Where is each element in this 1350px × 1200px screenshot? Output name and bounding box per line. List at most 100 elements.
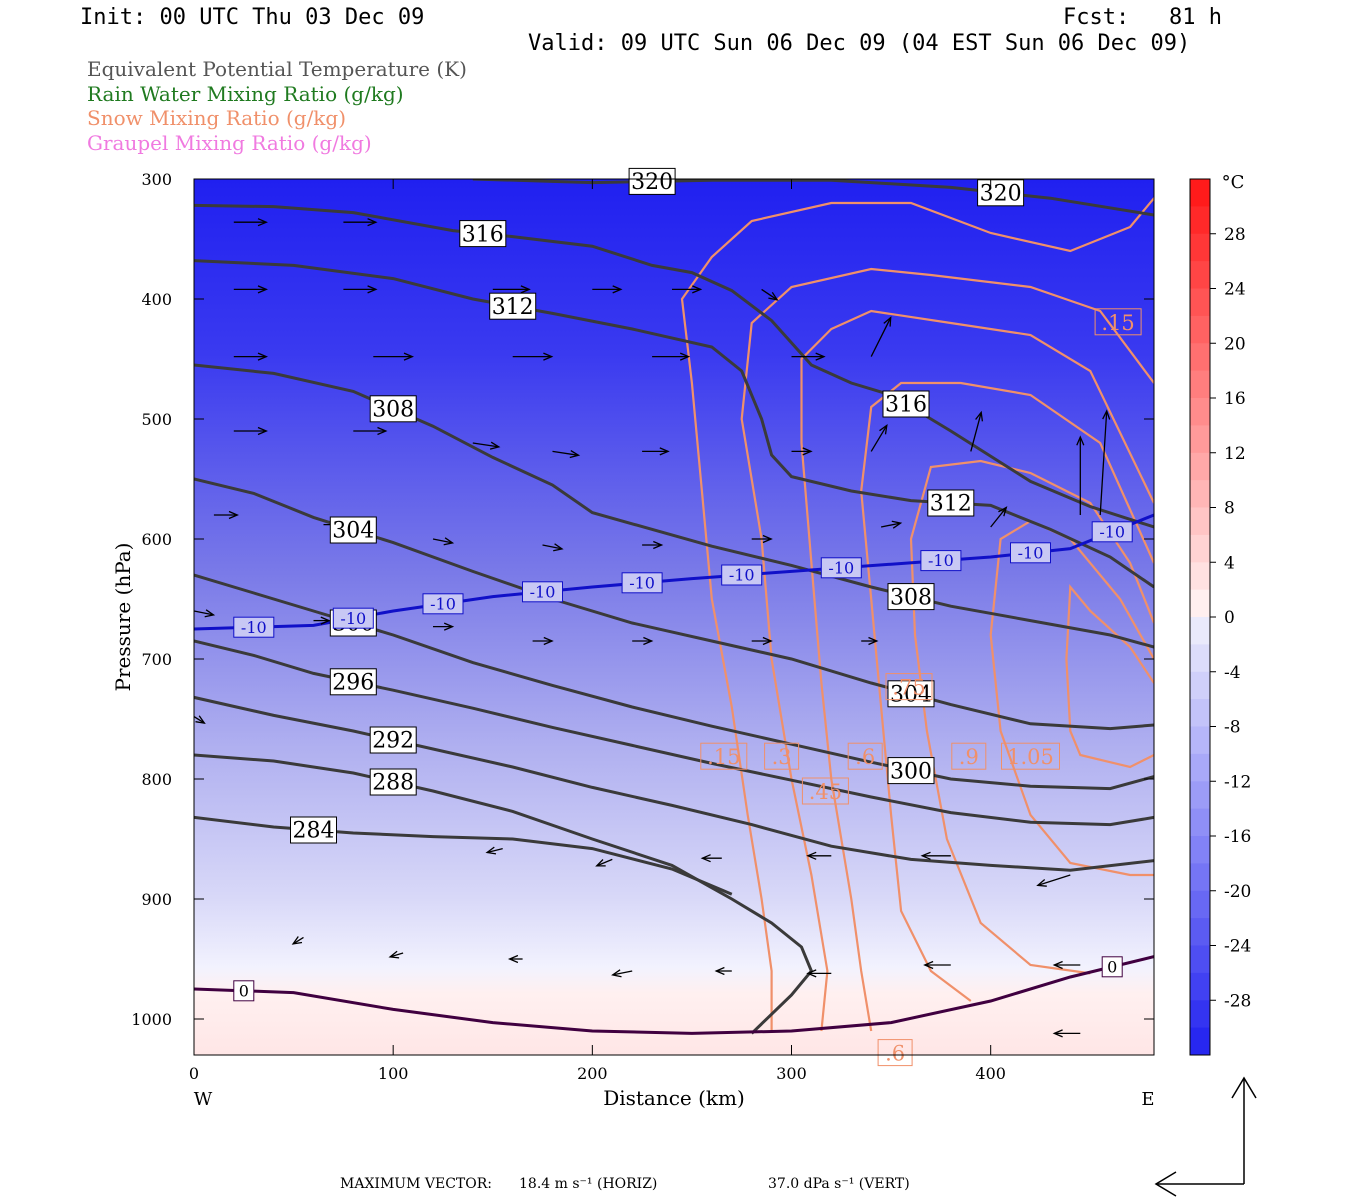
snow-label: .3	[764, 742, 800, 770]
wind-vector-shaft	[432, 538, 453, 544]
wind-vector	[1076, 435, 1085, 515]
wind-vector	[542, 543, 564, 552]
wind-vector-head	[692, 285, 703, 294]
theta-e-label-box	[290, 816, 337, 844]
theta-e-label-text: 300	[890, 759, 932, 784]
wind-vector-head	[291, 936, 303, 945]
wind-vector	[194, 715, 206, 724]
theta-e-label: 320	[977, 179, 1025, 207]
snow-label-text: .75	[892, 676, 925, 700]
snow-label: .6	[877, 1039, 913, 1067]
wind-vector	[751, 534, 773, 544]
wind-vector-head	[879, 423, 888, 435]
snow-label-box	[1001, 742, 1060, 770]
minus10-label-text: -10	[430, 594, 456, 613]
colorbar-tick-label: 28	[1224, 225, 1246, 245]
colorbar-segment	[1190, 179, 1210, 207]
wind-vector-head	[257, 218, 268, 227]
zero-label-text: 0	[239, 981, 249, 1000]
theta-e-label-box	[369, 726, 417, 754]
minus10-label-box	[820, 557, 862, 579]
wind-vector	[507, 954, 523, 964]
valid-time: Valid: 09 UTC Sun 06 Dec 09 (04 EST Sun …	[528, 31, 1191, 56]
wind-vector-head	[975, 410, 984, 422]
wind-vector-head	[762, 534, 773, 544]
snow-label: .15	[1094, 308, 1142, 336]
minus10-label: -10	[233, 616, 275, 638]
wind-vector	[751, 636, 773, 646]
y-tick-label: 600	[141, 530, 172, 549]
zero-label-box	[233, 980, 255, 1002]
theta-e-label-box	[369, 395, 417, 423]
theta-e-label-box	[887, 757, 935, 785]
wind-vector	[472, 441, 501, 450]
y-tick-label: 800	[141, 770, 172, 789]
colorbar-segment	[1190, 233, 1210, 262]
wind-vector-head	[806, 851, 817, 860]
wind-vector	[233, 285, 268, 294]
theta-e-contour	[194, 639, 1154, 827]
wind-vector-head	[1076, 435, 1085, 446]
minus10-label-box	[522, 581, 563, 603]
wind-vector-head	[553, 543, 564, 552]
colorbar-segment	[1190, 507, 1210, 536]
snow-contour	[740, 267, 1154, 1032]
wind-vector	[353, 426, 388, 436]
colorbar-tick-label: 8	[1224, 499, 1235, 519]
theta-e-label: 316	[882, 390, 930, 418]
snow-contour	[909, 459, 1154, 975]
theta-e-label: 288	[369, 768, 417, 796]
max-vector-label: MAXIMUM VECTOR:	[340, 1176, 492, 1192]
wind-vector-head	[802, 447, 813, 456]
wind-vector-shaft	[870, 317, 892, 357]
wind-vector-head	[1052, 1029, 1063, 1038]
wind-vector	[806, 851, 832, 860]
wind-vector	[233, 352, 268, 361]
colorbar-tick-label: 12	[1224, 444, 1246, 464]
wind-vector-shaft	[542, 544, 563, 550]
minus10-label: -10	[621, 572, 663, 594]
wind-vector-head	[595, 859, 606, 867]
minus10-label-text: -10	[928, 551, 954, 570]
snow-label: 1.05	[1001, 742, 1060, 770]
wind-vector-head	[195, 715, 206, 724]
theta-e-label-text: 304	[332, 519, 374, 544]
init-time: Init: 00 UTC Thu 03 Dec 09	[80, 5, 425, 30]
colorbar-tick-label: -16	[1224, 827, 1251, 847]
wind-vector-shaft	[389, 952, 404, 958]
theta-e-label-box	[887, 583, 935, 611]
wind-vector-head	[923, 960, 934, 970]
wind-vector	[672, 285, 703, 294]
colorbar-tick-label: -24	[1224, 937, 1251, 957]
wind-vector-shaft	[552, 450, 579, 456]
theta-e-label-text: 316	[885, 393, 927, 418]
wind-vector-head	[520, 285, 531, 294]
theta-e-label-text: 316	[462, 222, 504, 247]
y-tick-label: 1000	[131, 1010, 172, 1029]
wind-vector	[512, 352, 554, 361]
snow-label-text: .15	[1101, 311, 1134, 335]
wind-vector	[373, 352, 414, 361]
x-axis-label: Distance (km)	[603, 1086, 745, 1110]
theta-e-contour	[194, 753, 814, 1035]
snow-label-text: 1.05	[1007, 745, 1054, 769]
wind-vector-head	[1052, 960, 1063, 970]
theta-e-label-text: 312	[930, 492, 972, 517]
snow-contour	[1065, 584, 1154, 769]
wind-vector-head	[403, 352, 414, 361]
snow-label-box	[1094, 308, 1142, 336]
colorbar-segment	[1190, 726, 1210, 755]
colorbar-segment	[1190, 398, 1210, 426]
x-tick-label: 200	[577, 1064, 608, 1083]
wind-vector-head	[659, 447, 670, 456]
theta-e-label: 316	[459, 220, 507, 247]
colorbar-tick-label: -12	[1224, 772, 1251, 792]
wind-vector-head	[367, 285, 378, 294]
colorbar-segment	[1190, 644, 1210, 673]
wind-vector	[714, 966, 732, 976]
wind-vector-head	[257, 352, 268, 361]
snow-label: .9	[951, 742, 987, 770]
wind-vector-head	[204, 609, 216, 618]
wind-vector-head	[883, 316, 892, 327]
